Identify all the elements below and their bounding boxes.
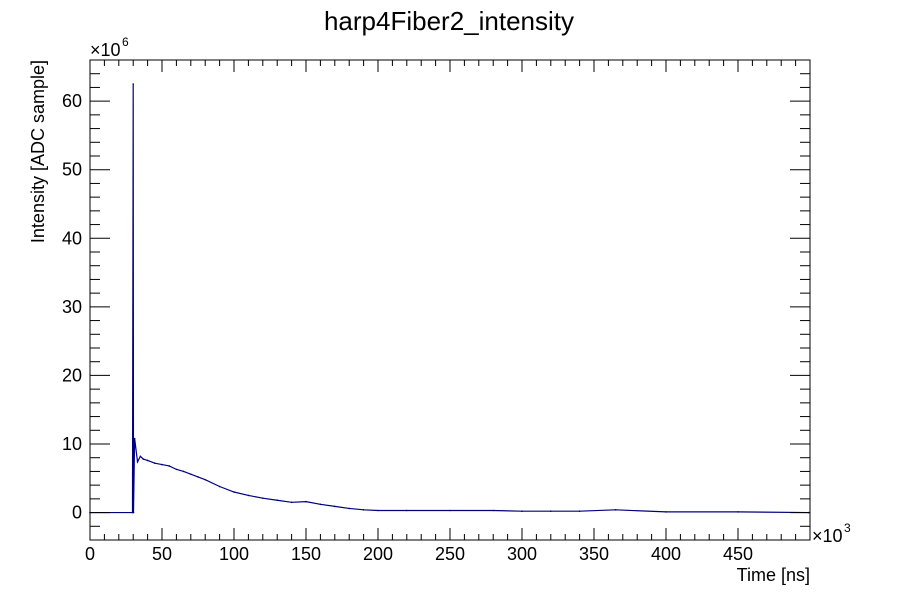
y-tick-label: 20 <box>62 365 82 385</box>
data-point <box>233 491 235 493</box>
x-tick-label: 200 <box>363 544 393 564</box>
chart-title: harp4Fiber2_intensity <box>324 6 574 36</box>
x-tick-label: 400 <box>651 544 681 564</box>
x-tick-label: 150 <box>291 544 321 564</box>
data-point <box>449 509 451 512</box>
y-tick-label: 40 <box>62 228 82 248</box>
data-point <box>276 499 279 502</box>
data-point <box>614 509 617 511</box>
x-multiplier-exp: 3 <box>844 521 851 535</box>
data-point <box>204 478 206 481</box>
data-point <box>218 485 221 488</box>
data-point <box>334 505 336 508</box>
x-tick-label: 300 <box>507 544 537 564</box>
x-tick-label: 0 <box>85 544 95 564</box>
data-point <box>305 500 307 503</box>
data-point <box>290 501 293 504</box>
y-multiplier-exp: 6 <box>122 35 129 49</box>
data-point <box>154 462 156 465</box>
y-multiplier-base: ×10 <box>90 40 121 60</box>
data-point <box>182 470 185 473</box>
y-tick-label: 50 <box>62 160 82 180</box>
x-multiplier-base: ×10 <box>812 526 843 546</box>
data-point <box>578 510 581 512</box>
x-tick-label: 100 <box>219 544 249 564</box>
data-point <box>737 511 739 513</box>
data-point <box>377 509 379 512</box>
data-point <box>665 511 667 513</box>
data-point <box>521 510 523 512</box>
y-tick-label: 60 <box>62 91 82 111</box>
data-point <box>550 510 552 512</box>
plot-area <box>89 83 810 514</box>
x-axis-title: Time [ns] <box>737 565 810 585</box>
plot-frame <box>89 59 811 541</box>
data-point <box>492 509 495 512</box>
data-point <box>146 459 149 462</box>
data-point <box>168 465 170 467</box>
y-tick-label: 30 <box>62 297 82 317</box>
axis-ticks <box>89 59 810 541</box>
y-tick-label: 10 <box>62 434 82 454</box>
data-point <box>348 507 351 510</box>
data-point <box>362 509 365 511</box>
data-point <box>132 83 134 85</box>
data-point <box>319 503 322 506</box>
y-axis-title: Intensity [ADC sample] <box>28 60 48 243</box>
data-point <box>132 511 135 514</box>
x-tick-label: 50 <box>152 544 172 564</box>
data-point <box>142 458 145 460</box>
data-point <box>247 494 250 497</box>
tick-labels: 0 50 100 150 200 250 300 350 400 450 0 10 20 30 40 50 60 <box>62 91 753 564</box>
data-point <box>190 473 192 475</box>
data-point <box>406 509 408 512</box>
data-point <box>139 455 142 458</box>
x-tick-label: 450 <box>723 544 753 564</box>
data-point <box>197 476 199 478</box>
data-point <box>161 463 163 466</box>
x-tick-label: 250 <box>435 544 465 564</box>
y-tick-label: 0 <box>72 503 82 523</box>
data-point <box>136 461 139 463</box>
data-point <box>175 468 178 471</box>
data-point <box>133 437 136 440</box>
data-point <box>262 497 264 499</box>
x-tick-label: 350 <box>579 544 609 564</box>
